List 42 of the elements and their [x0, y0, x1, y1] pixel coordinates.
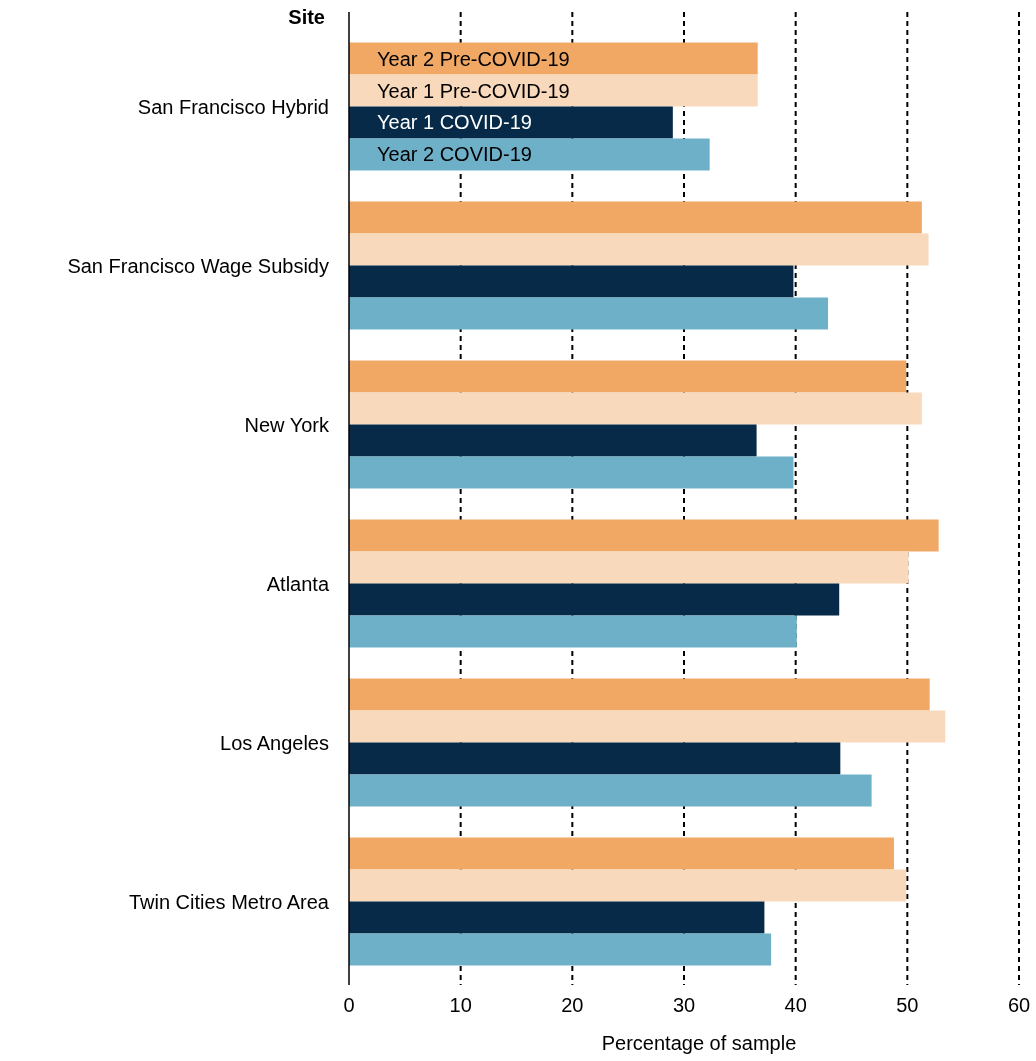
bar [349, 774, 872, 807]
bar [349, 519, 939, 552]
x-tick-label: 60 [1007, 994, 1031, 1016]
x-tick-label: 20 [561, 994, 584, 1016]
bar [349, 392, 922, 425]
bar [349, 551, 909, 584]
series-label: Year 1 COVID-19 [377, 111, 532, 134]
bar [349, 837, 894, 870]
y-axis-title: Site [288, 6, 325, 28]
bar [349, 678, 930, 711]
series-label: Year 2 Pre-COVID-19 [377, 47, 570, 70]
y-tick-label: Twin Cities Metro Area [128, 890, 330, 913]
bar [349, 201, 922, 234]
bar [349, 869, 907, 902]
bar [349, 615, 797, 648]
bar [349, 424, 757, 457]
bar [349, 901, 765, 934]
x-tick-label: 0 [343, 994, 355, 1016]
x-axis-title: Percentage of sample [601, 1032, 797, 1054]
y-tick-label: Atlanta [266, 572, 330, 595]
series-label: Year 1 Pre-COVID-19 [377, 79, 570, 102]
bar [349, 42, 758, 75]
bar [349, 742, 841, 775]
y-tick-label: San Francisco Wage Subsidy [67, 254, 329, 277]
x-tick-label: 40 [784, 994, 807, 1016]
bar [349, 583, 840, 616]
bar [349, 74, 758, 107]
bar [349, 710, 946, 743]
y-tick-label: New York [244, 413, 330, 436]
x-tick-label: 50 [896, 994, 919, 1016]
bar [349, 456, 794, 489]
bar [349, 933, 772, 966]
bar [349, 360, 907, 393]
bar [349, 233, 929, 266]
x-tick-label: 30 [672, 994, 696, 1016]
bar [349, 297, 829, 330]
x-tick-label: 10 [449, 994, 472, 1016]
y-tick-label: San Francisco Hybrid [137, 95, 329, 118]
y-tick-label: Los Angeles [220, 731, 329, 754]
bar [349, 138, 710, 171]
bar [349, 265, 794, 298]
series-label: Year 2 COVID-19 [377, 143, 532, 166]
